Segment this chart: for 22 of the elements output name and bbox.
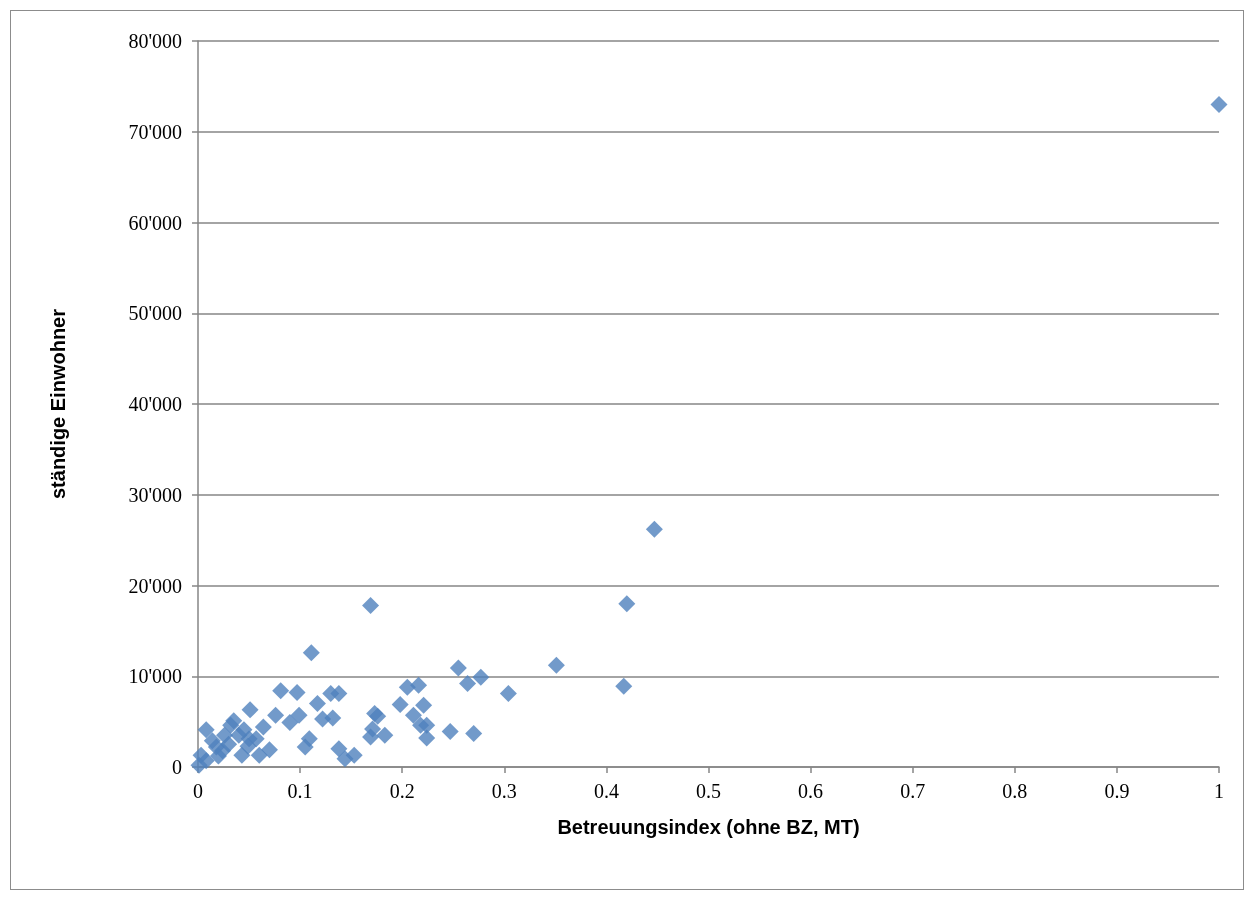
y-tick-label: 30'000	[128, 483, 182, 506]
x-tick-label: 0.9	[1104, 780, 1130, 802]
x-tick-label: 0.8	[1002, 780, 1028, 802]
y-tick-label: 20'000	[128, 574, 182, 597]
y-tick-label: 40'000	[128, 393, 182, 415]
x-tick-label: 0.2	[389, 780, 415, 802]
x-axis-title: Betreuungsindex (ohne BZ, MT)	[557, 816, 860, 838]
x-tick-label: 0.7	[900, 780, 926, 802]
x-tick-label: 0.6	[798, 780, 824, 802]
x-tick-label: 1	[1214, 780, 1224, 802]
y-tick-label: 80'000	[128, 30, 182, 52]
y-tick-label: 10'000	[128, 665, 182, 688]
x-tick-label: 0	[193, 780, 203, 802]
y-tick-label: 50'000	[128, 302, 182, 325]
y-axis-title: ständige Einwohner	[47, 308, 69, 500]
x-tick-label: 0.4	[593, 780, 619, 802]
x-tick-label: 0.3	[491, 780, 517, 802]
x-tick-label: 0.5	[696, 780, 721, 802]
x-tick-label: 0.1	[287, 780, 313, 802]
y-tick-label: 70'000	[128, 120, 182, 143]
y-tick-label: 0	[172, 756, 182, 778]
y-tick-label: 60'000	[128, 211, 182, 234]
